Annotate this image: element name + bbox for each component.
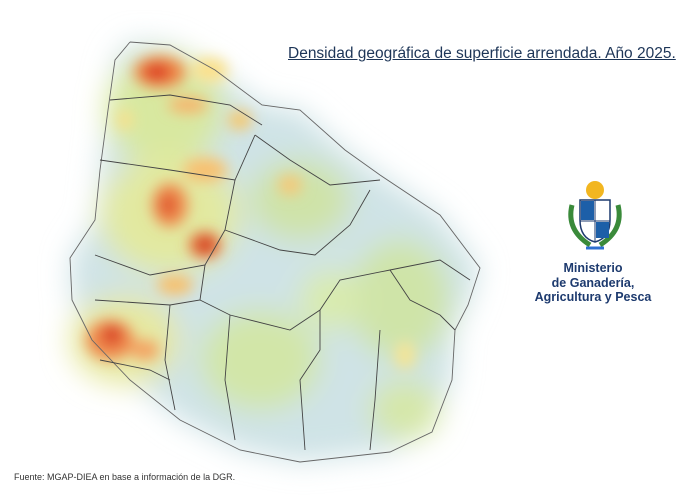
- ministry-line: Agricultura y Pesca: [534, 290, 652, 304]
- map-title: Densidad geográfica de superficie arrend…: [288, 45, 676, 62]
- source-note: Fuente: MGAP-DIEA en base a información …: [14, 472, 236, 482]
- department-borders: [69, 41, 481, 463]
- logo-emblem: [568, 181, 622, 250]
- heat-base: [70, 42, 480, 462]
- ministry-line: Ministerio: [563, 261, 623, 275]
- ministry-line: de Ganadería,: [551, 275, 635, 290]
- ministry-name: Ministerio de Ganadería, Agricultura y P…: [520, 261, 666, 305]
